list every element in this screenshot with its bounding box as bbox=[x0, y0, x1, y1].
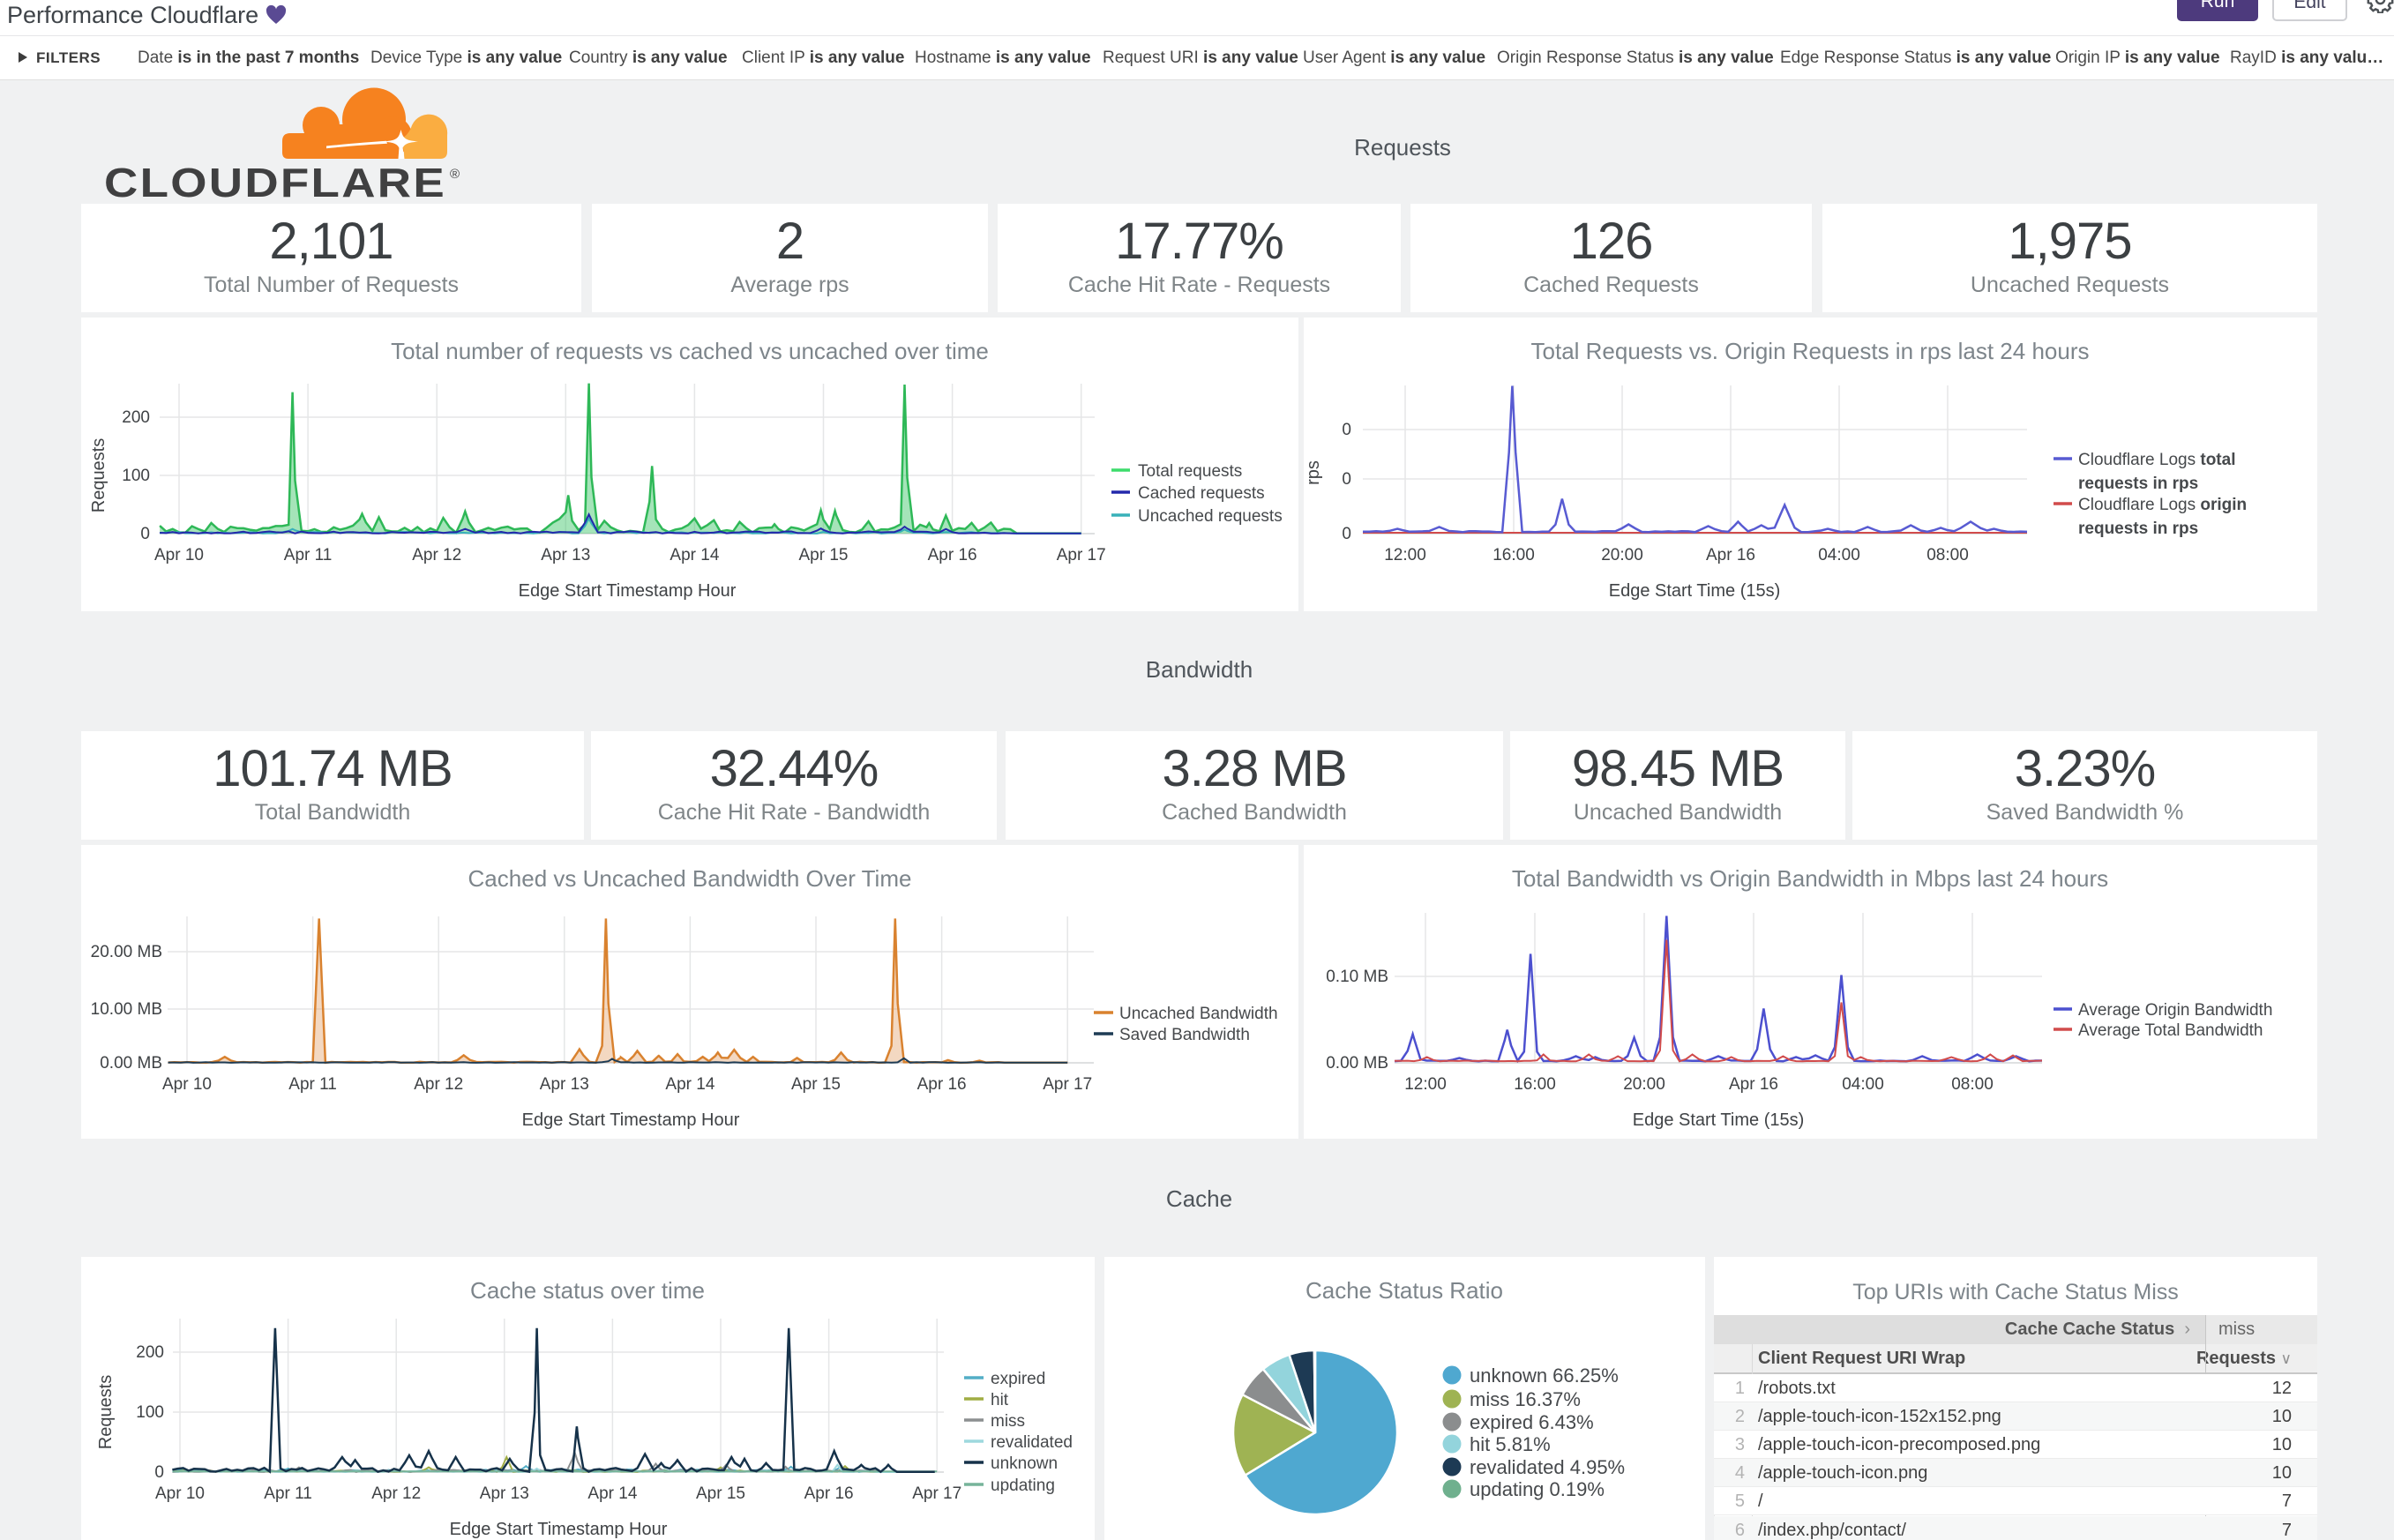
svg-text:200: 200 bbox=[136, 1343, 164, 1362]
svg-text:Apr 14: Apr 14 bbox=[670, 546, 719, 564]
svg-text:Apr 16: Apr 16 bbox=[1729, 1075, 1778, 1094]
svg-text:Apr 11: Apr 11 bbox=[288, 1075, 337, 1094]
svg-text:Apr 15: Apr 15 bbox=[791, 1075, 841, 1094]
svg-text:expired 6.43%: expired 6.43% bbox=[1470, 1411, 1594, 1433]
svg-text:10.00 MB: 10.00 MB bbox=[91, 1000, 162, 1019]
svg-text:Apr 10: Apr 10 bbox=[162, 1075, 212, 1094]
svg-text:0: 0 bbox=[1342, 470, 1351, 489]
svg-text:Total Bandwidth vs Origin Band: Total Bandwidth vs Origin Bandwidth in M… bbox=[1512, 865, 2108, 892]
svg-text:Apr 17: Apr 17 bbox=[1043, 1075, 1092, 1094]
svg-text:Cache status over time: Cache status over time bbox=[470, 1277, 705, 1304]
svg-text:miss 16.37%: miss 16.37% bbox=[1470, 1388, 1581, 1410]
svg-text:Requests: Requests bbox=[89, 438, 108, 513]
svg-text:04:00: 04:00 bbox=[1842, 1075, 1884, 1094]
svg-text:hit 5.81%: hit 5.81% bbox=[1470, 1433, 1551, 1455]
svg-text:Average Origin Bandwidth: Average Origin Bandwidth bbox=[2078, 1001, 2272, 1020]
svg-text:0.00 MB: 0.00 MB bbox=[100, 1054, 162, 1073]
svg-text:Uncached requests: Uncached requests bbox=[1138, 507, 1283, 526]
svg-text:rps: rps bbox=[1304, 460, 1323, 485]
svg-text:20:00: 20:00 bbox=[1623, 1075, 1665, 1094]
svg-text:12:00: 12:00 bbox=[1384, 546, 1426, 564]
svg-text:Apr 15: Apr 15 bbox=[799, 546, 849, 564]
svg-text:Apr 16: Apr 16 bbox=[928, 546, 977, 564]
svg-text:0: 0 bbox=[154, 1463, 164, 1482]
svg-text:Apr 12: Apr 12 bbox=[412, 546, 461, 564]
svg-text:Apr 17: Apr 17 bbox=[912, 1484, 961, 1503]
svg-text:Total Requests vs. Origin Requ: Total Requests vs. Origin Requests in rp… bbox=[1531, 338, 2090, 364]
svg-text:unknown 66.25%: unknown 66.25% bbox=[1470, 1364, 1619, 1387]
svg-text:Cloudflare Logs total: Cloudflare Logs total bbox=[2078, 451, 2235, 469]
svg-text:Apr 13: Apr 13 bbox=[541, 546, 590, 564]
svg-text:Apr 11: Apr 11 bbox=[264, 1484, 312, 1503]
svg-text:04:00: 04:00 bbox=[1818, 546, 1860, 564]
svg-text:0.00 MB: 0.00 MB bbox=[1326, 1054, 1388, 1073]
svg-text:12:00: 12:00 bbox=[1404, 1075, 1447, 1094]
svg-text:0: 0 bbox=[140, 525, 150, 543]
svg-text:Apr 17: Apr 17 bbox=[1057, 546, 1106, 564]
svg-text:updating 0.19%: updating 0.19% bbox=[1470, 1478, 1605, 1500]
svg-text:Apr 12: Apr 12 bbox=[371, 1484, 421, 1503]
svg-text:0: 0 bbox=[1342, 525, 1351, 543]
svg-text:Apr 13: Apr 13 bbox=[480, 1484, 529, 1503]
svg-text:Uncached Bandwidth: Uncached Bandwidth bbox=[1119, 1005, 1278, 1023]
svg-text:Average Total Bandwidth: Average Total Bandwidth bbox=[2078, 1021, 2263, 1040]
svg-text:hit: hit bbox=[991, 1391, 1009, 1409]
svg-text:16:00: 16:00 bbox=[1493, 546, 1535, 564]
svg-text:Requests: Requests bbox=[96, 1375, 116, 1450]
svg-text:Cache Status Ratio: Cache Status Ratio bbox=[1305, 1277, 1503, 1304]
svg-text:Edge Start Timestamp Hour: Edge Start Timestamp Hour bbox=[450, 1520, 668, 1539]
svg-text:Apr 14: Apr 14 bbox=[665, 1075, 714, 1094]
svg-text:revalidated: revalidated bbox=[991, 1433, 1073, 1452]
svg-text:Apr 13: Apr 13 bbox=[540, 1075, 589, 1094]
svg-text:Edge Start Time (15s): Edge Start Time (15s) bbox=[1633, 1110, 1805, 1130]
svg-text:requests in rps: requests in rps bbox=[2078, 475, 2198, 493]
svg-text:Cached vs Uncached Bandwidth O: Cached vs Uncached Bandwidth Over Time bbox=[468, 865, 912, 892]
svg-text:100: 100 bbox=[122, 467, 150, 485]
svg-text:®: ® bbox=[450, 167, 460, 182]
svg-text:Apr 11: Apr 11 bbox=[284, 546, 333, 564]
svg-text:Edge Start Time (15s): Edge Start Time (15s) bbox=[1609, 581, 1781, 601]
svg-text:0: 0 bbox=[1342, 421, 1351, 439]
svg-text:miss: miss bbox=[991, 1412, 1025, 1431]
svg-text:Apr 16: Apr 16 bbox=[1706, 546, 1755, 564]
svg-text:100: 100 bbox=[136, 1403, 164, 1422]
svg-text:unknown: unknown bbox=[991, 1454, 1058, 1473]
svg-text:Edge Start Timestamp Hour: Edge Start Timestamp Hour bbox=[522, 1110, 740, 1130]
svg-text:Apr 10: Apr 10 bbox=[155, 1484, 205, 1503]
svg-text:Apr 16: Apr 16 bbox=[804, 1484, 854, 1503]
svg-text:Cloudflare Logs origin: Cloudflare Logs origin bbox=[2078, 496, 2247, 514]
svg-text:Apr 10: Apr 10 bbox=[154, 546, 204, 564]
svg-text:Apr 15: Apr 15 bbox=[696, 1484, 745, 1503]
svg-text:20.00 MB: 20.00 MB bbox=[91, 943, 162, 961]
svg-text:Edge Start Timestamp Hour: Edge Start Timestamp Hour bbox=[519, 581, 737, 601]
svg-text:16:00: 16:00 bbox=[1514, 1075, 1556, 1094]
svg-text:08:00: 08:00 bbox=[1926, 546, 1969, 564]
svg-text:Cached requests: Cached requests bbox=[1138, 484, 1265, 503]
svg-text:08:00: 08:00 bbox=[1951, 1075, 1994, 1094]
svg-text:Saved Bandwidth: Saved Bandwidth bbox=[1119, 1026, 1250, 1044]
svg-text:Total requests: Total requests bbox=[1138, 462, 1242, 481]
svg-text:Apr 12: Apr 12 bbox=[414, 1075, 463, 1094]
svg-text:updating: updating bbox=[991, 1476, 1055, 1495]
svg-text:20:00: 20:00 bbox=[1601, 546, 1643, 564]
svg-text:expired: expired bbox=[991, 1370, 1045, 1388]
svg-text:Apr 16: Apr 16 bbox=[917, 1075, 967, 1094]
svg-text:revalidated 4.95%: revalidated 4.95% bbox=[1470, 1456, 1625, 1478]
svg-text:Apr 14: Apr 14 bbox=[587, 1484, 637, 1503]
svg-text:requests in rps: requests in rps bbox=[2078, 520, 2198, 538]
svg-text:0.10 MB: 0.10 MB bbox=[1326, 968, 1388, 986]
svg-text:Total number of requests vs ca: Total number of requests vs cached vs un… bbox=[391, 338, 989, 364]
svg-text:200: 200 bbox=[122, 408, 150, 427]
svg-text:CLOUDFLARE: CLOUDFLARE bbox=[104, 160, 446, 206]
